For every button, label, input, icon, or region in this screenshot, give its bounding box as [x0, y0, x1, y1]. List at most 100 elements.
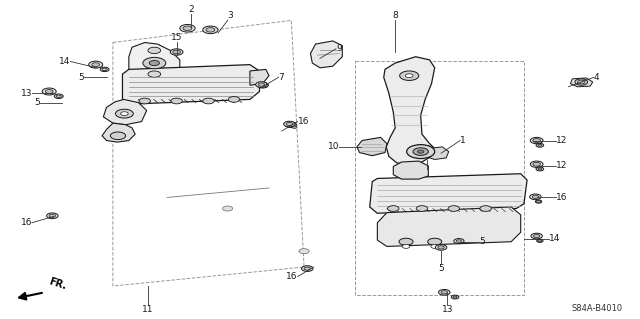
- Text: 8: 8: [392, 11, 398, 20]
- Circle shape: [203, 26, 218, 33]
- Circle shape: [533, 162, 540, 166]
- Circle shape: [92, 63, 100, 67]
- Text: 14: 14: [59, 57, 70, 66]
- Text: 13: 13: [20, 89, 32, 98]
- Circle shape: [148, 71, 161, 77]
- Circle shape: [139, 98, 150, 104]
- Circle shape: [417, 150, 424, 153]
- Circle shape: [203, 98, 214, 104]
- Text: 16: 16: [298, 117, 309, 126]
- Circle shape: [533, 139, 540, 142]
- Text: 5: 5: [438, 264, 444, 273]
- Circle shape: [538, 168, 541, 170]
- Circle shape: [531, 233, 542, 239]
- Circle shape: [388, 206, 399, 211]
- Circle shape: [255, 82, 267, 87]
- Text: 4: 4: [594, 73, 600, 82]
- Circle shape: [54, 94, 63, 99]
- Polygon shape: [129, 42, 180, 82]
- Circle shape: [431, 245, 438, 249]
- Circle shape: [206, 28, 215, 32]
- Circle shape: [258, 83, 264, 86]
- Circle shape: [56, 95, 61, 98]
- Text: 5: 5: [479, 237, 485, 246]
- Circle shape: [102, 68, 107, 70]
- Circle shape: [257, 82, 268, 88]
- Polygon shape: [357, 137, 387, 156]
- Polygon shape: [250, 69, 269, 85]
- Circle shape: [228, 97, 240, 102]
- Circle shape: [531, 137, 543, 144]
- Text: 15: 15: [171, 33, 182, 42]
- Circle shape: [538, 240, 541, 242]
- Circle shape: [448, 206, 460, 211]
- Text: 13: 13: [442, 305, 453, 314]
- Circle shape: [405, 74, 413, 78]
- Circle shape: [530, 194, 541, 200]
- Circle shape: [47, 213, 58, 219]
- Circle shape: [435, 245, 447, 250]
- Circle shape: [42, 88, 56, 95]
- Circle shape: [100, 67, 109, 71]
- Circle shape: [532, 195, 539, 198]
- Circle shape: [399, 71, 419, 80]
- Circle shape: [428, 238, 442, 245]
- Circle shape: [413, 148, 428, 155]
- Text: 9: 9: [336, 44, 342, 53]
- Circle shape: [453, 296, 457, 298]
- Circle shape: [110, 132, 125, 140]
- Text: 16: 16: [556, 193, 567, 202]
- Circle shape: [399, 238, 413, 245]
- Text: 14: 14: [549, 234, 561, 243]
- Polygon shape: [394, 161, 428, 179]
- Circle shape: [284, 121, 295, 127]
- Text: 12: 12: [556, 161, 567, 170]
- Text: 16: 16: [20, 218, 32, 227]
- Circle shape: [143, 57, 166, 69]
- Circle shape: [148, 47, 161, 54]
- Polygon shape: [425, 147, 449, 160]
- Text: 16: 16: [286, 272, 298, 281]
- Circle shape: [456, 240, 461, 242]
- Circle shape: [451, 295, 459, 299]
- Circle shape: [89, 61, 102, 68]
- Polygon shape: [310, 41, 342, 68]
- Circle shape: [537, 201, 540, 203]
- Circle shape: [416, 206, 428, 211]
- Polygon shape: [102, 123, 135, 142]
- Circle shape: [299, 249, 309, 254]
- Circle shape: [577, 80, 585, 84]
- Circle shape: [531, 161, 543, 167]
- Circle shape: [438, 289, 450, 295]
- Polygon shape: [370, 174, 527, 213]
- Polygon shape: [570, 78, 593, 87]
- Circle shape: [292, 126, 297, 129]
- Circle shape: [149, 61, 159, 66]
- Circle shape: [537, 239, 543, 242]
- Circle shape: [441, 291, 447, 294]
- Circle shape: [480, 206, 492, 211]
- Circle shape: [183, 26, 192, 31]
- Text: 6: 6: [424, 151, 430, 160]
- Circle shape: [406, 145, 435, 159]
- Text: 3: 3: [228, 11, 234, 20]
- Circle shape: [115, 109, 133, 118]
- Text: 1: 1: [460, 136, 466, 145]
- Circle shape: [285, 122, 296, 128]
- Polygon shape: [122, 65, 259, 104]
- Circle shape: [49, 214, 56, 217]
- Circle shape: [536, 167, 543, 171]
- Circle shape: [223, 206, 233, 211]
- Circle shape: [538, 144, 541, 146]
- Circle shape: [536, 200, 541, 203]
- Circle shape: [120, 112, 128, 115]
- Text: 2: 2: [188, 5, 194, 14]
- Text: S84A-B4010: S84A-B4010: [572, 304, 623, 313]
- Text: 7: 7: [278, 73, 284, 82]
- Circle shape: [534, 234, 540, 238]
- Text: 10: 10: [328, 142, 339, 151]
- Text: FR.: FR.: [48, 276, 68, 291]
- Circle shape: [536, 143, 543, 147]
- Circle shape: [286, 122, 292, 126]
- Circle shape: [170, 49, 183, 55]
